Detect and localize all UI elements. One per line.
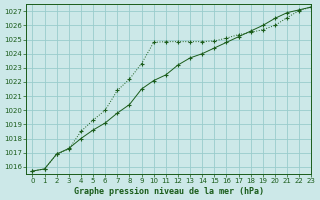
- X-axis label: Graphe pression niveau de la mer (hPa): Graphe pression niveau de la mer (hPa): [74, 187, 264, 196]
